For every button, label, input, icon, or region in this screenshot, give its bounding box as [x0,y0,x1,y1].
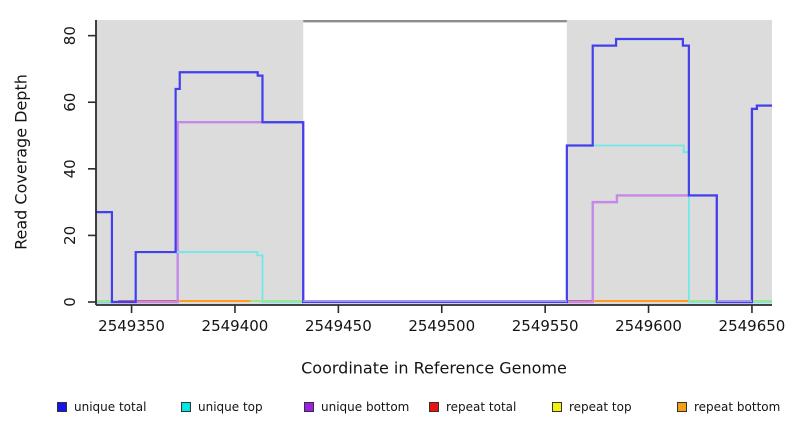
legend-item-repeat-total: repeat total [429,397,516,417]
x-tick-label: 2549400 [202,317,269,335]
series-line-unique-total [96,37,772,304]
y-tick-label: 60 [61,93,79,112]
legend-swatch-icon [304,402,314,412]
legend-swatch-icon [677,402,687,412]
legend-item-unique-total: unique total [57,397,146,417]
repeat-region-right [566,20,772,305]
y-axis-title: Read Coverage Depth [11,74,31,250]
legend-item-unique-top: unique top [181,397,263,417]
x-tick-label: 2549350 [98,317,165,335]
x-tick-label: 2549550 [512,317,579,335]
legend-label: repeat total [446,400,517,414]
chart-svg: 2549350 2549400 2549450 2549500 2549550 25496… [61,20,786,335]
legend-swatch-icon [57,402,67,412]
y-tick-label: 40 [61,159,79,178]
x-axis-title: Coordinate in Reference Genome [301,358,567,378]
legend-label: unique top [198,400,263,414]
x-tick-label: 2549450 [305,317,372,335]
y-tick-label: 80 [61,26,79,45]
legend-swatch-icon [552,402,562,412]
legend-item-repeat-top: repeat top [552,397,632,417]
legend-item-repeat-bottom: repeat bottom [677,397,780,417]
legend-label: repeat top [569,400,632,414]
x-tick-label: 2549600 [615,317,682,335]
legend-label: unique total [74,400,147,414]
y-tick-label: 0 [61,297,79,307]
legend-swatch-icon [181,402,191,412]
legend-item-unique-bottom: unique bottom [304,397,409,417]
legend-swatch-icon [429,402,439,412]
legend: unique total unique top unique bottom repea… [0,397,792,419]
x-tick-label: 2549500 [408,317,475,335]
y-tick-label: 20 [61,226,79,245]
repeat-region-left [96,20,304,305]
legend-label: unique bottom [321,400,410,414]
x-tick-label: 2549650 [719,317,786,335]
legend-label: repeat bottom [694,400,781,414]
